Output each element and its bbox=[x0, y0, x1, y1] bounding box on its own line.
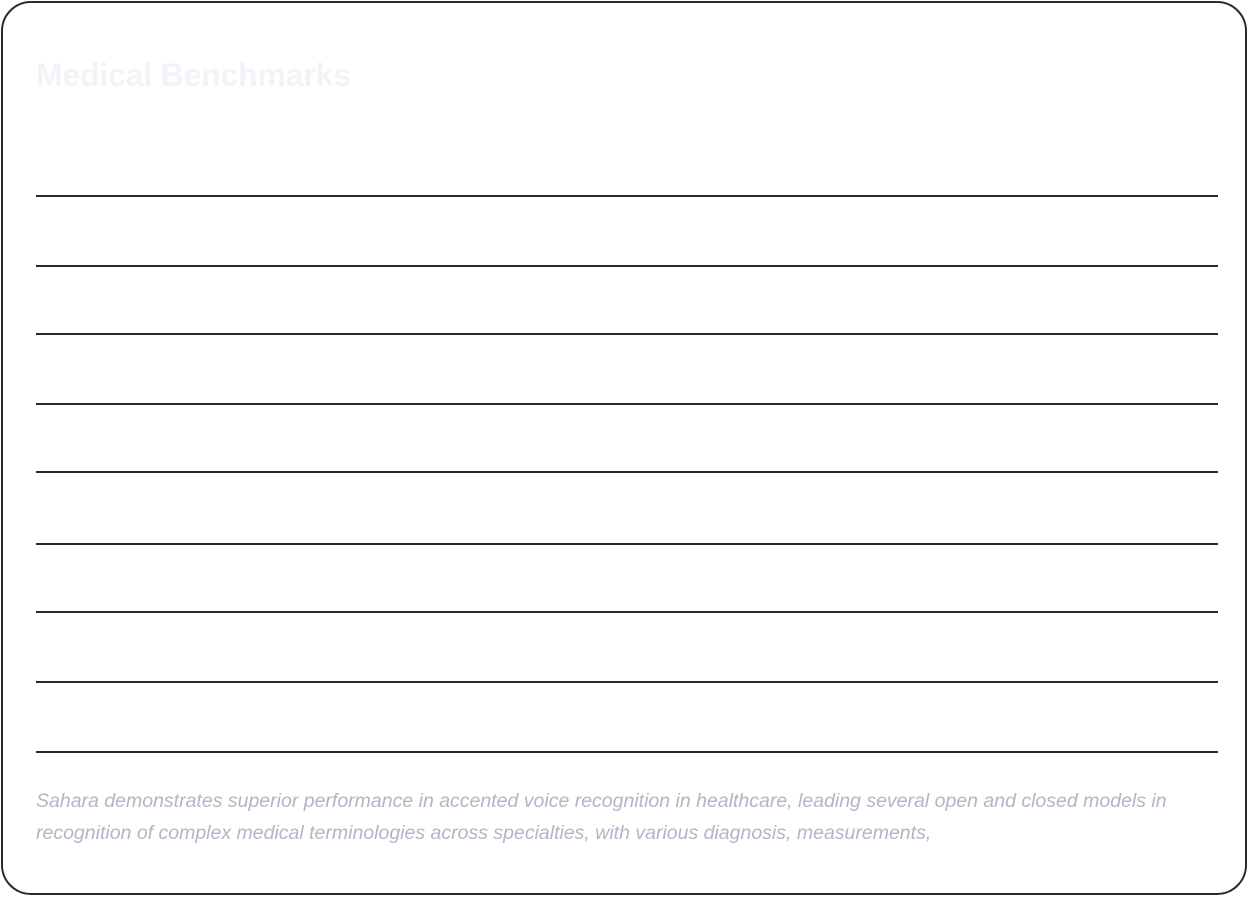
table-row bbox=[36, 471, 1218, 543]
card-title: Medical Benchmarks bbox=[36, 57, 351, 93]
table-row bbox=[36, 265, 1218, 333]
table-row bbox=[36, 681, 1218, 751]
table-row bbox=[36, 403, 1218, 471]
table-bottom-rule bbox=[36, 751, 1218, 753]
table-row bbox=[36, 543, 1218, 611]
benchmark-table bbox=[36, 3, 1218, 763]
table-row bbox=[36, 611, 1218, 681]
caption-text: Sahara demonstrates superior performance… bbox=[36, 790, 1167, 844]
table-row bbox=[36, 195, 1218, 265]
table-row bbox=[36, 333, 1218, 403]
